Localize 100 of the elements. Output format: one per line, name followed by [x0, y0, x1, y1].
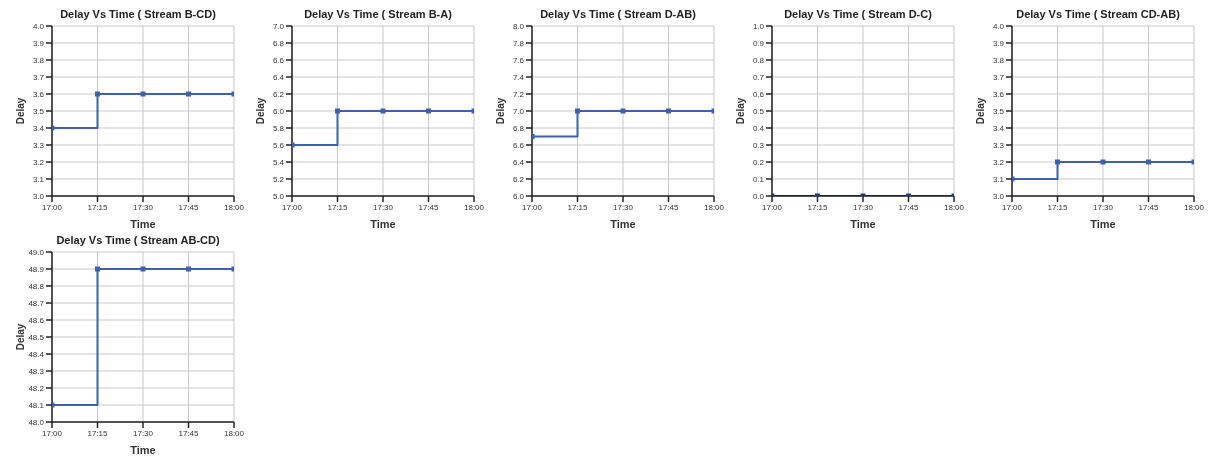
y-tick-label: 3.9 — [992, 38, 1005, 48]
y-tick-label: 4.0 — [992, 21, 1005, 31]
y-tick-label: 3.8 — [992, 55, 1005, 65]
y-tick-label: 6.4 — [512, 157, 525, 167]
y-tick-label: 0.2 — [752, 157, 765, 167]
y-axis-title: Delay — [14, 97, 26, 125]
y-tick-label: 3.2 — [992, 157, 1005, 167]
y-tick-label: 7.0 — [512, 106, 525, 116]
x-tick-label: 17:15 — [327, 202, 349, 212]
y-tick-label: 48.9 — [28, 264, 45, 274]
x-tick-label: 17:30 — [132, 428, 154, 438]
y-tick-label: 6.0 — [272, 106, 285, 116]
y-tick-label: 3.6 — [32, 89, 45, 99]
x-tick-label: 17:45 — [418, 202, 440, 212]
y-tick-label: 49.0 — [28, 247, 45, 257]
y-tick-label: 0.3 — [752, 140, 765, 150]
y-tick-label: 8.0 — [512, 21, 525, 31]
y-tick-label: 3.0 — [992, 191, 1005, 201]
chart-title: Delay Vs Time ( Stream D-AB) — [539, 8, 697, 22]
y-tick-label: 7.4 — [512, 72, 525, 82]
y-tick-label: 6.8 — [512, 123, 525, 133]
y-tick-label: 0.9 — [752, 38, 765, 48]
y-tick-label: 3.3 — [992, 140, 1005, 150]
y-tick-label: 0.4 — [752, 123, 765, 133]
y-tick-label: 5.6 — [272, 140, 285, 150]
y-tick-label: 3.4 — [992, 123, 1005, 133]
x-tick-label: 17:45 — [178, 428, 200, 438]
x-axis-title: Time — [130, 444, 156, 456]
y-axis-title: Delay — [254, 97, 266, 125]
y-tick-label: 48.0 — [28, 417, 45, 427]
y-tick-label: 6.2 — [512, 174, 525, 184]
x-tick-label: 17:30 — [852, 202, 874, 212]
chart-title: Delay Vs Time ( Stream AB-CD) — [55, 234, 221, 248]
y-tick-label: 6.6 — [512, 140, 525, 150]
y-tick-label: 1.0 — [752, 21, 765, 31]
y-tick-label: 3.8 — [32, 55, 45, 65]
x-tick-label: 17:30 — [1092, 202, 1114, 212]
y-tick-label: 6.2 — [272, 89, 285, 99]
y-tick-label: 0.1 — [752, 174, 765, 184]
y-axis-title: Delay — [14, 323, 26, 351]
y-tick-label: 5.8 — [272, 123, 285, 133]
y-tick-label: 3.1 — [32, 174, 45, 184]
x-tick-label: 18:00 — [223, 202, 245, 212]
x-axis-title: Time — [130, 218, 156, 230]
x-tick-label: 18:00 — [703, 202, 725, 212]
x-tick-label: 17:15 — [807, 202, 829, 212]
chart-title: Delay Vs Time ( Stream B-CD) — [59, 8, 217, 22]
x-tick-label: 18:00 — [223, 428, 245, 438]
y-tick-label: 3.7 — [32, 72, 45, 82]
y-tick-label: 3.7 — [992, 72, 1005, 82]
x-tick-label: 18:00 — [463, 202, 485, 212]
y-tick-label: 3.2 — [32, 157, 45, 167]
y-tick-label: 5.0 — [272, 191, 285, 201]
x-tick-label: 17:00 — [761, 202, 783, 212]
y-tick-label: 0.7 — [752, 72, 765, 82]
y-axis-title: Delay — [974, 97, 986, 125]
y-axis-title: Delay — [734, 97, 746, 125]
x-tick-label: 17:15 — [87, 202, 109, 212]
x-tick-label: 18:00 — [943, 202, 965, 212]
y-tick-label: 3.5 — [32, 106, 45, 116]
y-tick-label: 6.8 — [272, 38, 285, 48]
y-tick-label: 3.9 — [32, 38, 45, 48]
x-tick-label: 17:45 — [658, 202, 680, 212]
y-tick-label: 7.6 — [512, 55, 525, 65]
chart-title: Delay Vs Time ( Stream CD-AB) — [1015, 8, 1181, 22]
y-tick-label: 6.6 — [272, 55, 285, 65]
y-axis-title: Delay — [494, 97, 506, 125]
y-tick-label: 3.5 — [992, 106, 1005, 116]
x-tick-label: 17:45 — [1138, 202, 1160, 212]
y-tick-label: 3.0 — [32, 191, 45, 201]
x-tick-label: 17:15 — [567, 202, 589, 212]
chart-title: Delay Vs Time ( Stream D-C) — [783, 8, 933, 22]
y-tick-label: 5.2 — [272, 174, 285, 184]
x-axis-title: Time — [1090, 218, 1116, 230]
y-tick-label: 7.2 — [512, 89, 525, 99]
y-tick-label: 3.4 — [32, 123, 45, 133]
y-tick-label: 48.7 — [28, 298, 45, 308]
x-tick-label: 17:45 — [898, 202, 920, 212]
x-tick-label: 17:00 — [1001, 202, 1023, 212]
x-axis-title: Time — [850, 218, 876, 230]
y-tick-label: 4.0 — [32, 21, 45, 31]
x-tick-label: 17:00 — [41, 428, 63, 438]
y-tick-label: 0.6 — [752, 89, 765, 99]
y-tick-label: 7.8 — [512, 38, 525, 48]
x-tick-label: 17:15 — [87, 428, 109, 438]
x-tick-label: 18:00 — [1183, 202, 1205, 212]
x-tick-label: 17:00 — [281, 202, 303, 212]
x-tick-label: 17:30 — [132, 202, 154, 212]
y-tick-label: 48.8 — [28, 281, 45, 291]
y-tick-label: 0.0 — [752, 191, 765, 201]
x-axis-title: Time — [370, 218, 396, 230]
x-tick-label: 17:45 — [178, 202, 200, 212]
y-tick-label: 7.0 — [272, 21, 285, 31]
y-tick-label: 5.4 — [272, 157, 285, 167]
y-tick-label: 0.5 — [752, 106, 765, 116]
x-tick-label: 17:15 — [1047, 202, 1069, 212]
x-tick-label: 17:30 — [372, 202, 394, 212]
y-tick-label: 48.1 — [28, 400, 45, 410]
y-tick-label: 48.4 — [28, 349, 45, 359]
x-tick-label: 17:30 — [612, 202, 634, 212]
